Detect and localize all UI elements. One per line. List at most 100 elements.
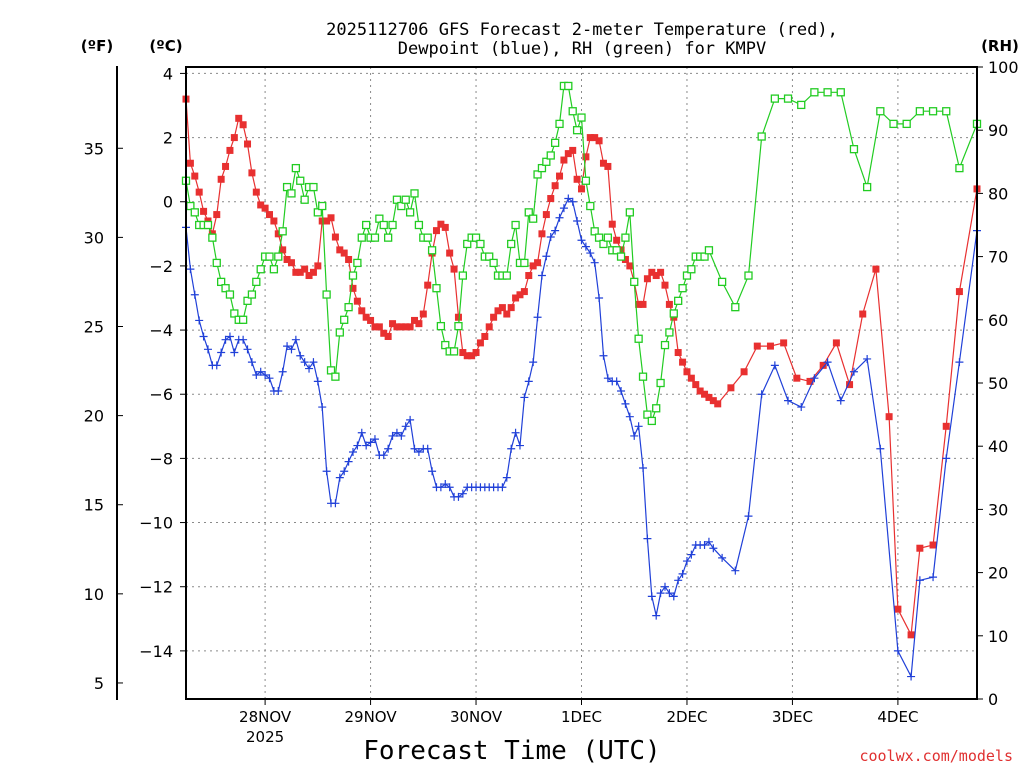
- relative-humidity-point: [537, 163, 547, 173]
- temperature-point: [450, 265, 458, 273]
- dewpoint-point: [876, 444, 885, 453]
- dewpoint-point: [313, 377, 322, 386]
- rh-tick-label: 80: [988, 184, 1008, 203]
- relative-humidity-point: [340, 315, 349, 324]
- relative-humidity-point: [928, 107, 938, 116]
- dewpoint-point: [441, 480, 450, 489]
- celsius-tick-label: −4: [149, 321, 173, 340]
- temperature-point: [661, 281, 669, 289]
- temperature-point: [586, 134, 594, 142]
- dewpoint-point: [340, 467, 349, 476]
- relative-humidity-point: [379, 220, 388, 230]
- dewpoint-point: [810, 374, 819, 383]
- dewpoint-point: [370, 435, 379, 444]
- relative-humidity-point: [849, 145, 859, 154]
- temperature-point: [446, 249, 454, 257]
- temperature-point: [274, 230, 282, 238]
- temperature-point: [753, 342, 761, 350]
- dewpoint-point: [256, 367, 265, 376]
- temperature-point: [621, 255, 629, 263]
- dewpoint-point: [511, 428, 520, 437]
- chart-title-line-2: Dewpoint (blue), RH (green) for KMPV: [398, 39, 766, 59]
- temperature-point: [222, 162, 230, 170]
- temperature-point: [859, 310, 867, 318]
- relative-humidity-point: [423, 233, 432, 242]
- dewpoint-point: [529, 358, 538, 367]
- temperature-point: [301, 265, 309, 273]
- dewpoint-point: [300, 358, 309, 367]
- dewpoint-point: [568, 197, 577, 206]
- dewpoint-point: [203, 345, 212, 354]
- temperature-point: [608, 220, 616, 228]
- relative-humidity-point: [783, 94, 793, 103]
- dewpoint-point: [797, 403, 806, 412]
- temperature-point: [578, 185, 585, 193]
- dewpoint-point: [445, 483, 454, 492]
- relative-humidity-point: [230, 309, 239, 318]
- relative-humidity-point: [489, 258, 498, 268]
- temperature-point: [819, 361, 827, 369]
- relative-humidity-point: [331, 372, 340, 381]
- dewpoint-point: [577, 236, 586, 245]
- relative-humidity-point: [942, 107, 951, 116]
- relative-humidity-point: [203, 220, 213, 230]
- x-tick-label: 1DEC: [561, 708, 602, 726]
- relative-humidity-point: [212, 258, 221, 268]
- dewpoint-point: [348, 447, 357, 456]
- dewpoint-point: [212, 361, 221, 370]
- temperature-point: [318, 217, 326, 225]
- dewpoint-point: [331, 499, 340, 508]
- temperature-point: [498, 304, 506, 312]
- temperature-point: [261, 204, 269, 212]
- temperature-point: [454, 313, 462, 321]
- relative-humidity-point: [625, 208, 634, 217]
- dewpoint-point: [537, 271, 546, 280]
- temperature-point: [340, 249, 348, 257]
- relative-humidity-point: [208, 233, 217, 242]
- temperature-point: [353, 297, 361, 305]
- x-tick-label: 29NOV: [345, 708, 398, 726]
- relative-humidity-point: [405, 208, 415, 217]
- rh-tick-label: 90: [988, 121, 1008, 140]
- temperature-point: [200, 207, 208, 215]
- relative-humidity-point: [581, 176, 591, 185]
- relative-humidity-point: [414, 220, 424, 230]
- temperature-point: [252, 188, 260, 196]
- fahrenheit-tick-label: 25: [84, 318, 104, 337]
- relative-humidity-point: [392, 195, 402, 204]
- relative-humidity-point: [717, 277, 727, 287]
- relative-humidity-point: [269, 265, 279, 274]
- temperature-point: [415, 320, 423, 328]
- dewpoint-point: [199, 332, 208, 341]
- data-series: [181, 81, 982, 681]
- temperature-point: [538, 230, 546, 238]
- x-tick-label: 4DEC: [877, 708, 918, 726]
- relative-humidity-point: [678, 284, 687, 293]
- dewpoint-point: [573, 216, 582, 225]
- dewpoint-point: [625, 412, 634, 421]
- temperature-point: [432, 227, 440, 235]
- relative-humidity-point: [542, 157, 551, 166]
- relative-humidity-point: [902, 119, 911, 129]
- temperature-point: [437, 220, 445, 228]
- dewpoint-point: [318, 403, 327, 412]
- temperature-point: [441, 223, 449, 231]
- relative-humidity-point: [252, 277, 261, 287]
- relative-humidity-point: [287, 189, 296, 198]
- dewpoint-point: [731, 566, 740, 575]
- relative-humidity-point: [362, 220, 371, 230]
- temperature-point: [358, 307, 366, 315]
- dewpoint-point: [652, 611, 661, 620]
- temperature-point: [424, 281, 432, 289]
- dewpoint-point: [291, 335, 300, 344]
- temperature-point: [582, 153, 590, 161]
- temperature-point: [406, 323, 414, 331]
- dewpoint-point: [617, 387, 626, 396]
- relative-humidity-point: [731, 303, 740, 312]
- dewpoint-point: [225, 332, 234, 341]
- temperature-point: [296, 268, 304, 276]
- dewpoint-point: [428, 467, 437, 476]
- temperature-point: [929, 541, 937, 549]
- dewpoint-point: [603, 374, 612, 383]
- relative-humidity-point: [744, 271, 753, 280]
